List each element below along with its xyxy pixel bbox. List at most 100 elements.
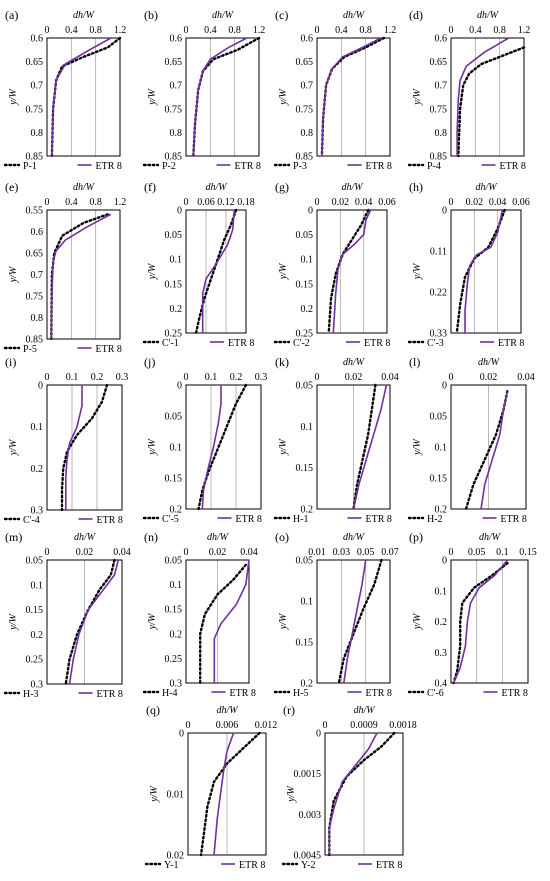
- panel-g: (g) dh/W y/W 0 0.02 0.04 0.06 0 0.05 0.1 0.15 0.2 0.…: [273, 180, 396, 349]
- y-tick-label: 0.8: [435, 128, 448, 139]
- x-tick-label: 0: [184, 547, 189, 558]
- y-tick-label: 0.0045: [294, 851, 322, 862]
- legend-model-label: ETR 8: [366, 161, 392, 172]
- measured-series-line: [337, 558, 383, 685]
- y-tick-label: 0.8: [31, 128, 44, 139]
- y-tick-label: 0.2: [435, 617, 448, 628]
- legend-measured-label: C'-4: [23, 515, 40, 526]
- measured-series-line: [194, 208, 238, 335]
- plot-frame: [185, 384, 262, 510]
- y-axis-title: y/W: [412, 88, 423, 106]
- y-axis-title: y/W: [8, 438, 19, 456]
- model-series-line: [464, 209, 504, 333]
- measured-series-line: [192, 36, 261, 158]
- y-tick-label: 0.25: [165, 329, 183, 340]
- y-tick-label: 0.15: [430, 474, 448, 485]
- legend-model-label: ETR 8: [96, 161, 122, 172]
- x-tick-label: 0.1: [66, 372, 79, 383]
- x-tick-label: 1.2: [114, 197, 127, 208]
- model-series-line: [51, 37, 112, 157]
- y-tick-label: 0.05: [26, 556, 44, 567]
- y-tick-label: 0.65: [26, 57, 44, 68]
- x-tick-label: 1.2: [114, 25, 127, 36]
- y-tick-label: 0.65: [430, 57, 448, 68]
- y-tick-label: 0.3: [31, 680, 44, 691]
- x-axis-title: dh/W: [341, 182, 364, 193]
- legend-model-label: ETR 8: [236, 514, 262, 525]
- x-tick-label: 0.4: [469, 25, 482, 36]
- x-tick-label: 0: [184, 25, 189, 36]
- legend-measured-label: H-2: [427, 514, 443, 525]
- plot-frame: [450, 37, 525, 157]
- x-tick-label: 0: [45, 547, 50, 558]
- x-tick-label: 0.0018: [389, 720, 417, 731]
- x-tick-label: 0.006: [216, 720, 239, 731]
- legend-measured-label: Y-2: [301, 860, 315, 871]
- model-series-line: [328, 732, 378, 855]
- legend-model-label: ETR 8: [235, 161, 261, 172]
- x-tick-label: 0.02: [345, 372, 363, 383]
- panel-o: (o) dh/W y/W 0.01 0.03 0.05 0.07 0.05 0.1 0.15 0.2…: [273, 530, 399, 699]
- model-series-line: [352, 384, 388, 510]
- y-tick-label: 0.85: [165, 152, 183, 163]
- measured-series-line: [50, 213, 109, 341]
- measured-series-line: [199, 731, 261, 857]
- legend-model-label: ETR 8: [364, 338, 390, 349]
- x-tick-label: 0.0009: [350, 720, 378, 731]
- panel-label: (c): [275, 8, 288, 22]
- x-axis-title: dh/W: [478, 357, 501, 368]
- model-series-line: [201, 385, 222, 510]
- panel-label: (q): [146, 703, 160, 717]
- measured-series-line: [197, 383, 248, 511]
- x-tick-label: 0.2: [91, 372, 104, 383]
- x-tick-label: 0.3: [116, 372, 129, 383]
- y-tick-label: 0.003: [299, 810, 322, 821]
- legend-measured-label: C'-5: [162, 514, 179, 525]
- y-tick-label: 0.1: [301, 422, 314, 433]
- x-tick-label: 0.04: [240, 547, 258, 558]
- x-axis-title: dh/W: [216, 705, 239, 716]
- y-tick-label: 0.85: [296, 152, 314, 163]
- panel-label: (g): [275, 180, 289, 194]
- y-axis-title: y/W: [278, 612, 289, 630]
- model-series-line: [480, 391, 509, 510]
- y-axis-title: y/W: [8, 613, 19, 631]
- y-tick-label: 0.05: [165, 412, 183, 423]
- panel-label: (f): [144, 180, 156, 194]
- x-tick-label: 0.05: [357, 547, 375, 558]
- legend-measured-label: C'-6: [427, 688, 444, 699]
- legend-model-label: ETR 8: [376, 860, 402, 871]
- y-axis-title: y/W: [278, 262, 289, 280]
- y-tick-label: 0.0015: [294, 769, 322, 780]
- plot-frame: [450, 209, 522, 334]
- y-tick-label: 0: [179, 729, 184, 740]
- y-tick-label: 0.6: [31, 227, 44, 238]
- y-tick-label: 0.05: [430, 412, 448, 423]
- plot-frame: [46, 559, 123, 685]
- y-tick-label: 0.6: [435, 34, 448, 45]
- x-tick-label: 0: [323, 720, 328, 731]
- x-tick-label: 0.2: [230, 372, 243, 383]
- panel-n: (n) dh/W y/W 0 0.02 0.04 0.05 0.1 0.15 0.2 0.25 0.3…: [142, 530, 258, 699]
- x-tick-label: 0.012: [255, 720, 278, 731]
- x-tick-label: 0.8: [228, 25, 241, 36]
- x-tick-label: 0: [449, 372, 454, 383]
- y-tick-label: 0: [177, 206, 182, 217]
- panel-label: (h): [409, 180, 423, 194]
- y-tick-label: 0.15: [26, 605, 44, 616]
- x-axis-title: dh/W: [212, 10, 235, 21]
- x-tick-label: 0.15: [519, 547, 537, 558]
- y-tick-label: 0.22: [430, 288, 448, 299]
- y-tick-label: 0.6: [31, 34, 44, 45]
- x-tick-label: 0.8: [89, 197, 102, 208]
- y-tick-label: 0.2: [170, 304, 183, 315]
- model-series-line: [456, 37, 510, 156]
- x-tick-label: 0.04: [381, 372, 399, 383]
- y-tick-label: 0.8: [301, 128, 314, 139]
- legend-measured-label: H-3: [23, 689, 39, 700]
- measured-series-line: [452, 561, 509, 685]
- y-tick-label: 0: [442, 556, 447, 567]
- y-tick-label: 0.65: [26, 249, 44, 260]
- x-tick-label: 0.07: [381, 547, 399, 558]
- panel-label: (j): [144, 355, 155, 369]
